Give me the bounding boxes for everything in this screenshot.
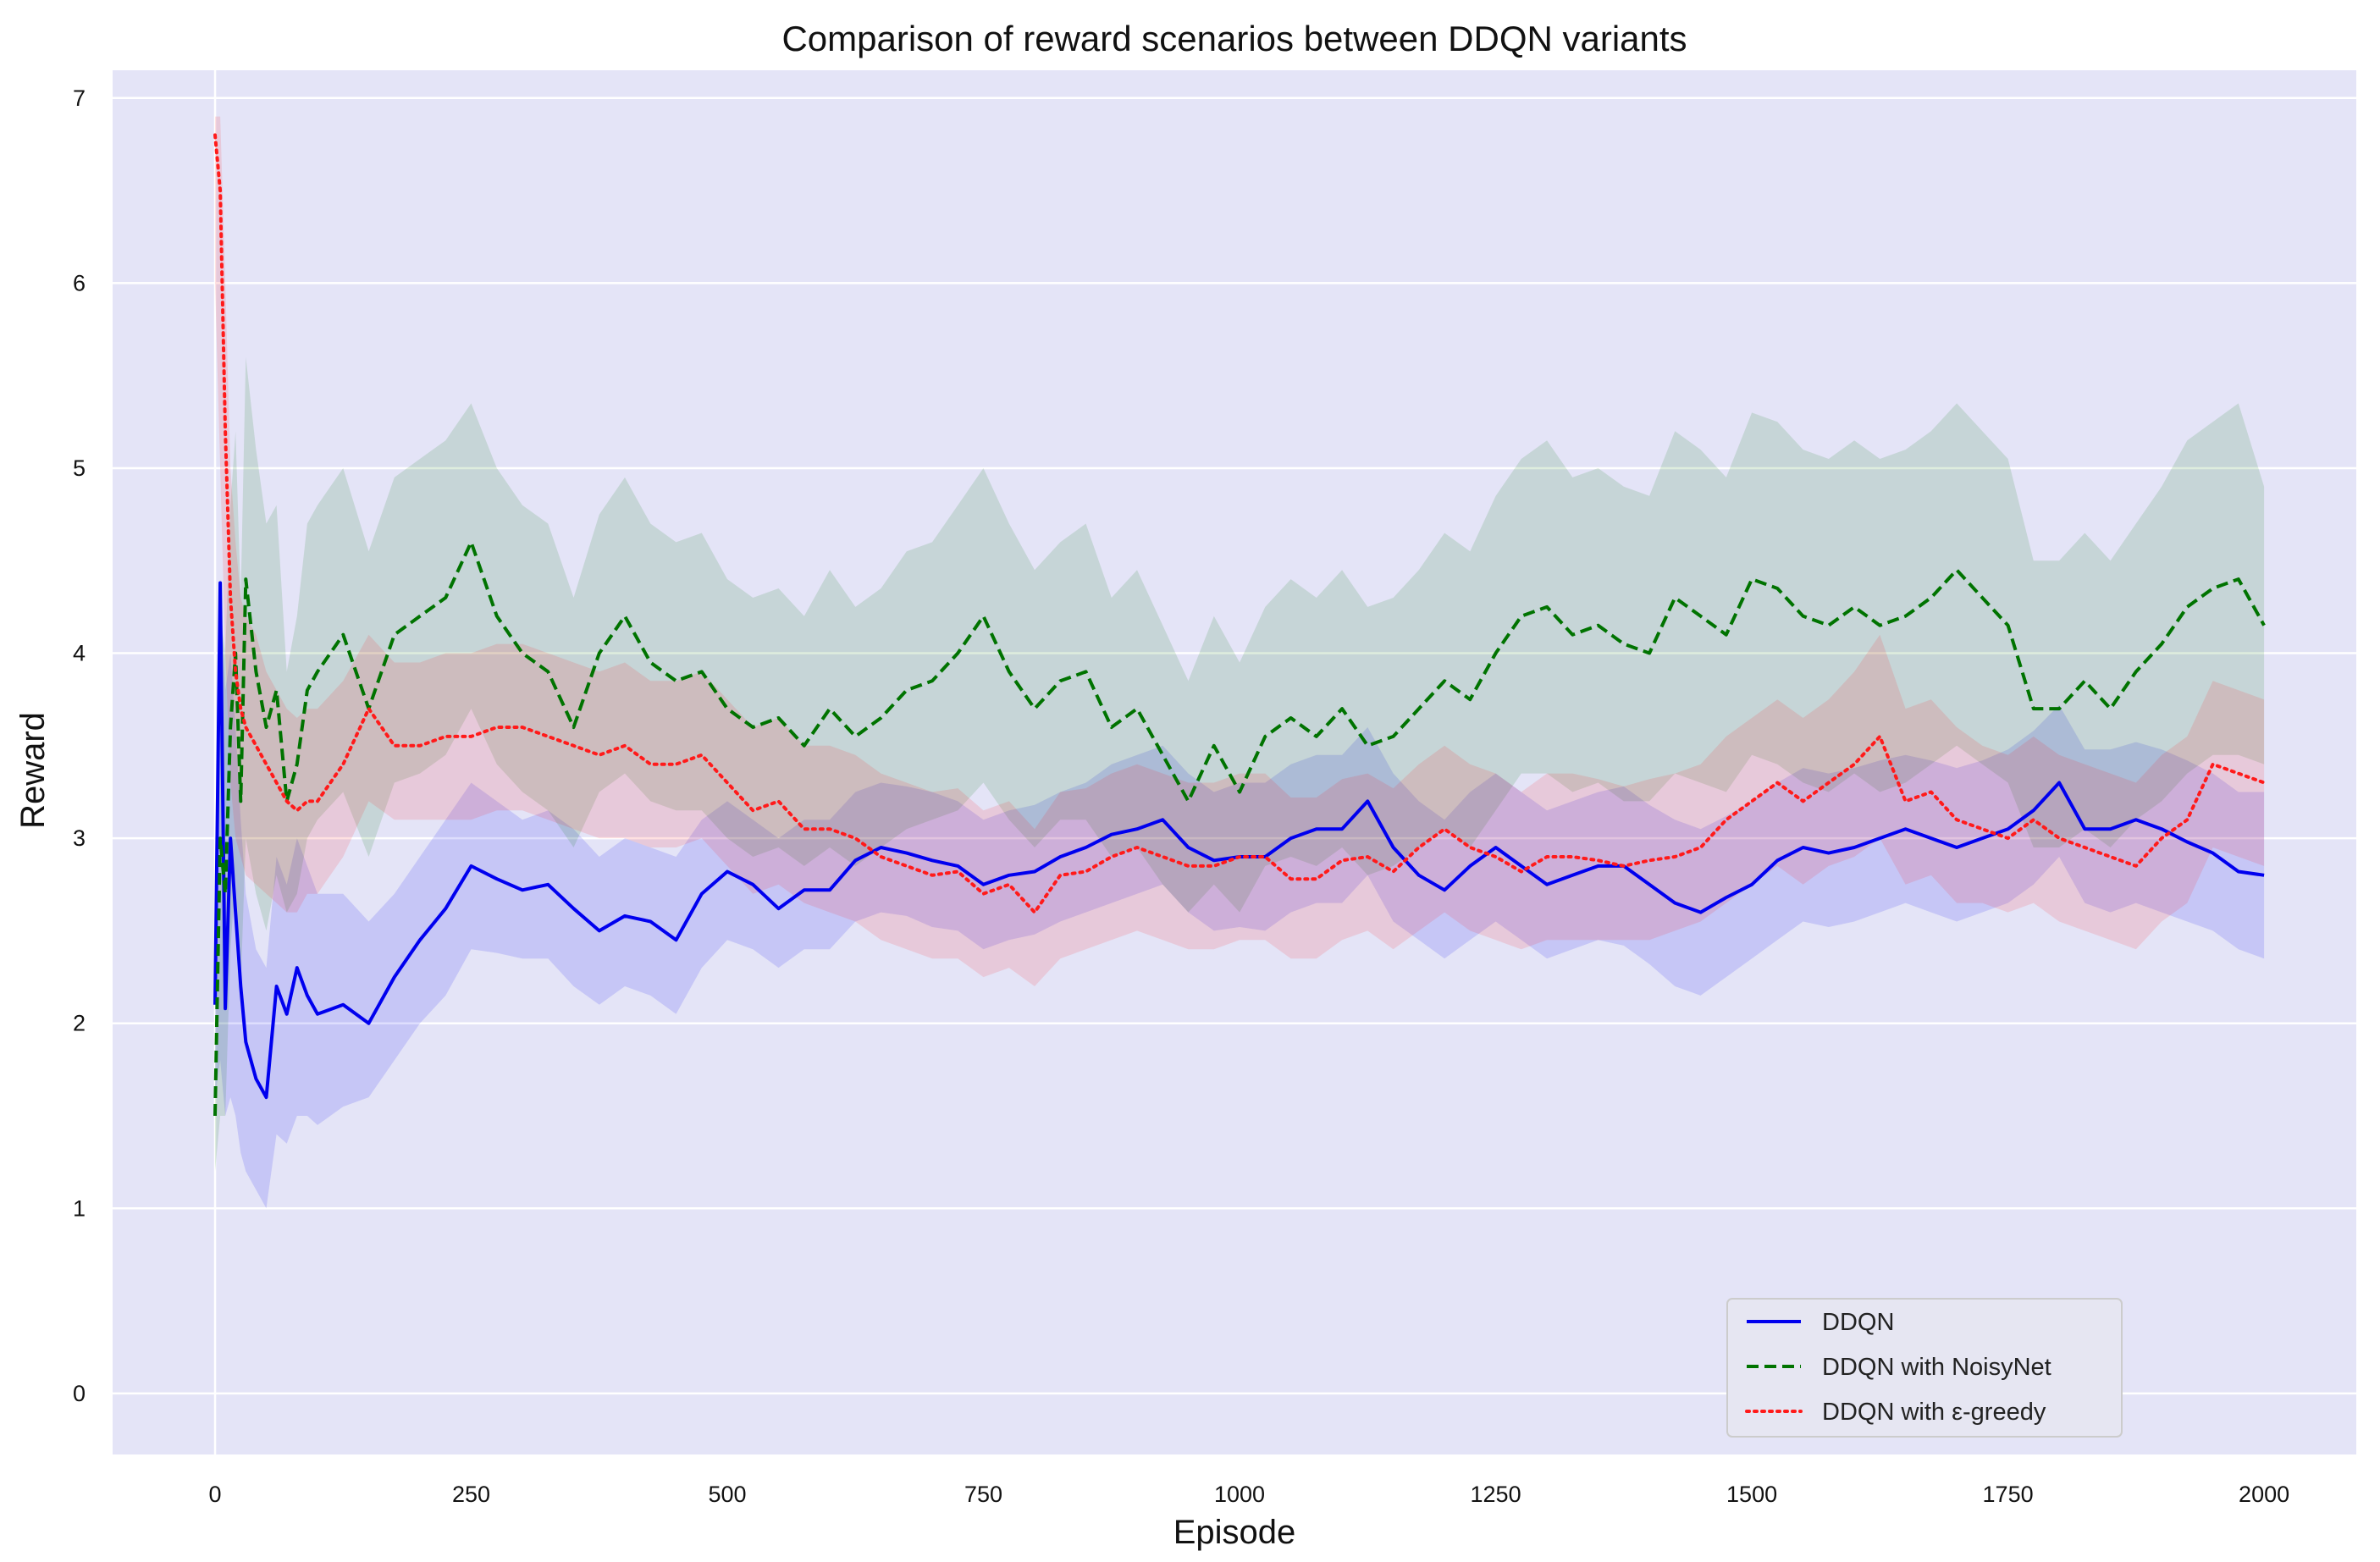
legend-label: DDQN with ε-greedy bbox=[1822, 1399, 2046, 1426]
series-lines bbox=[213, 133, 2267, 1117]
x-tick-label: 500 bbox=[708, 1482, 746, 1507]
y-tick-label: 5 bbox=[73, 455, 86, 481]
confidence-bands bbox=[215, 116, 2265, 1209]
x-tick-label: 750 bbox=[964, 1482, 1002, 1507]
series-line-dotted bbox=[213, 133, 2267, 914]
y-tick-label: 1 bbox=[73, 1195, 86, 1221]
y-tick-label: 4 bbox=[73, 641, 86, 666]
gridlines bbox=[113, 70, 2356, 1454]
x-axis-label: Episode bbox=[1173, 1514, 1296, 1551]
x-axis-ticks: 0 250 500 750 1000 1250 1500 1750 2000 bbox=[208, 1482, 2289, 1507]
y-tick-label: 6 bbox=[73, 270, 86, 295]
series-line-solid bbox=[213, 581, 2265, 1100]
legend: DDQN DDQN with NoisyNet DDQN with ε-greedy bbox=[1726, 1298, 2123, 1438]
y-tick-label: 2 bbox=[73, 1011, 86, 1036]
x-tick-label: 0 bbox=[208, 1482, 221, 1507]
legend-label: DDQN bbox=[1822, 1309, 1894, 1336]
band-dotted bbox=[215, 116, 2265, 987]
x-tick-label: 1000 bbox=[1214, 1482, 1265, 1507]
y-tick-label: 3 bbox=[73, 825, 86, 851]
legend-label: DDQN with NoisyNet bbox=[1822, 1354, 2051, 1381]
x-tick-label: 2000 bbox=[2239, 1482, 2289, 1507]
y-axis-label: Reward bbox=[14, 712, 52, 829]
chart-title: Comparison of reward scenarios between D… bbox=[781, 19, 1687, 58]
x-tick-label: 1750 bbox=[1983, 1482, 2034, 1507]
legend-box bbox=[1726, 1298, 2123, 1438]
y-tick-label: 0 bbox=[73, 1381, 86, 1406]
x-tick-label: 250 bbox=[452, 1482, 490, 1507]
plot-area bbox=[113, 70, 2356, 1454]
band-dashed bbox=[215, 356, 2265, 1172]
y-tick-label: 7 bbox=[73, 86, 86, 111]
x-tick-label: 1500 bbox=[1726, 1482, 1777, 1507]
band-solid bbox=[215, 579, 2265, 1209]
x-tick-label: 1250 bbox=[1471, 1482, 1521, 1507]
y-axis-ticks: 0 1 2 3 4 5 6 7 bbox=[73, 86, 86, 1406]
